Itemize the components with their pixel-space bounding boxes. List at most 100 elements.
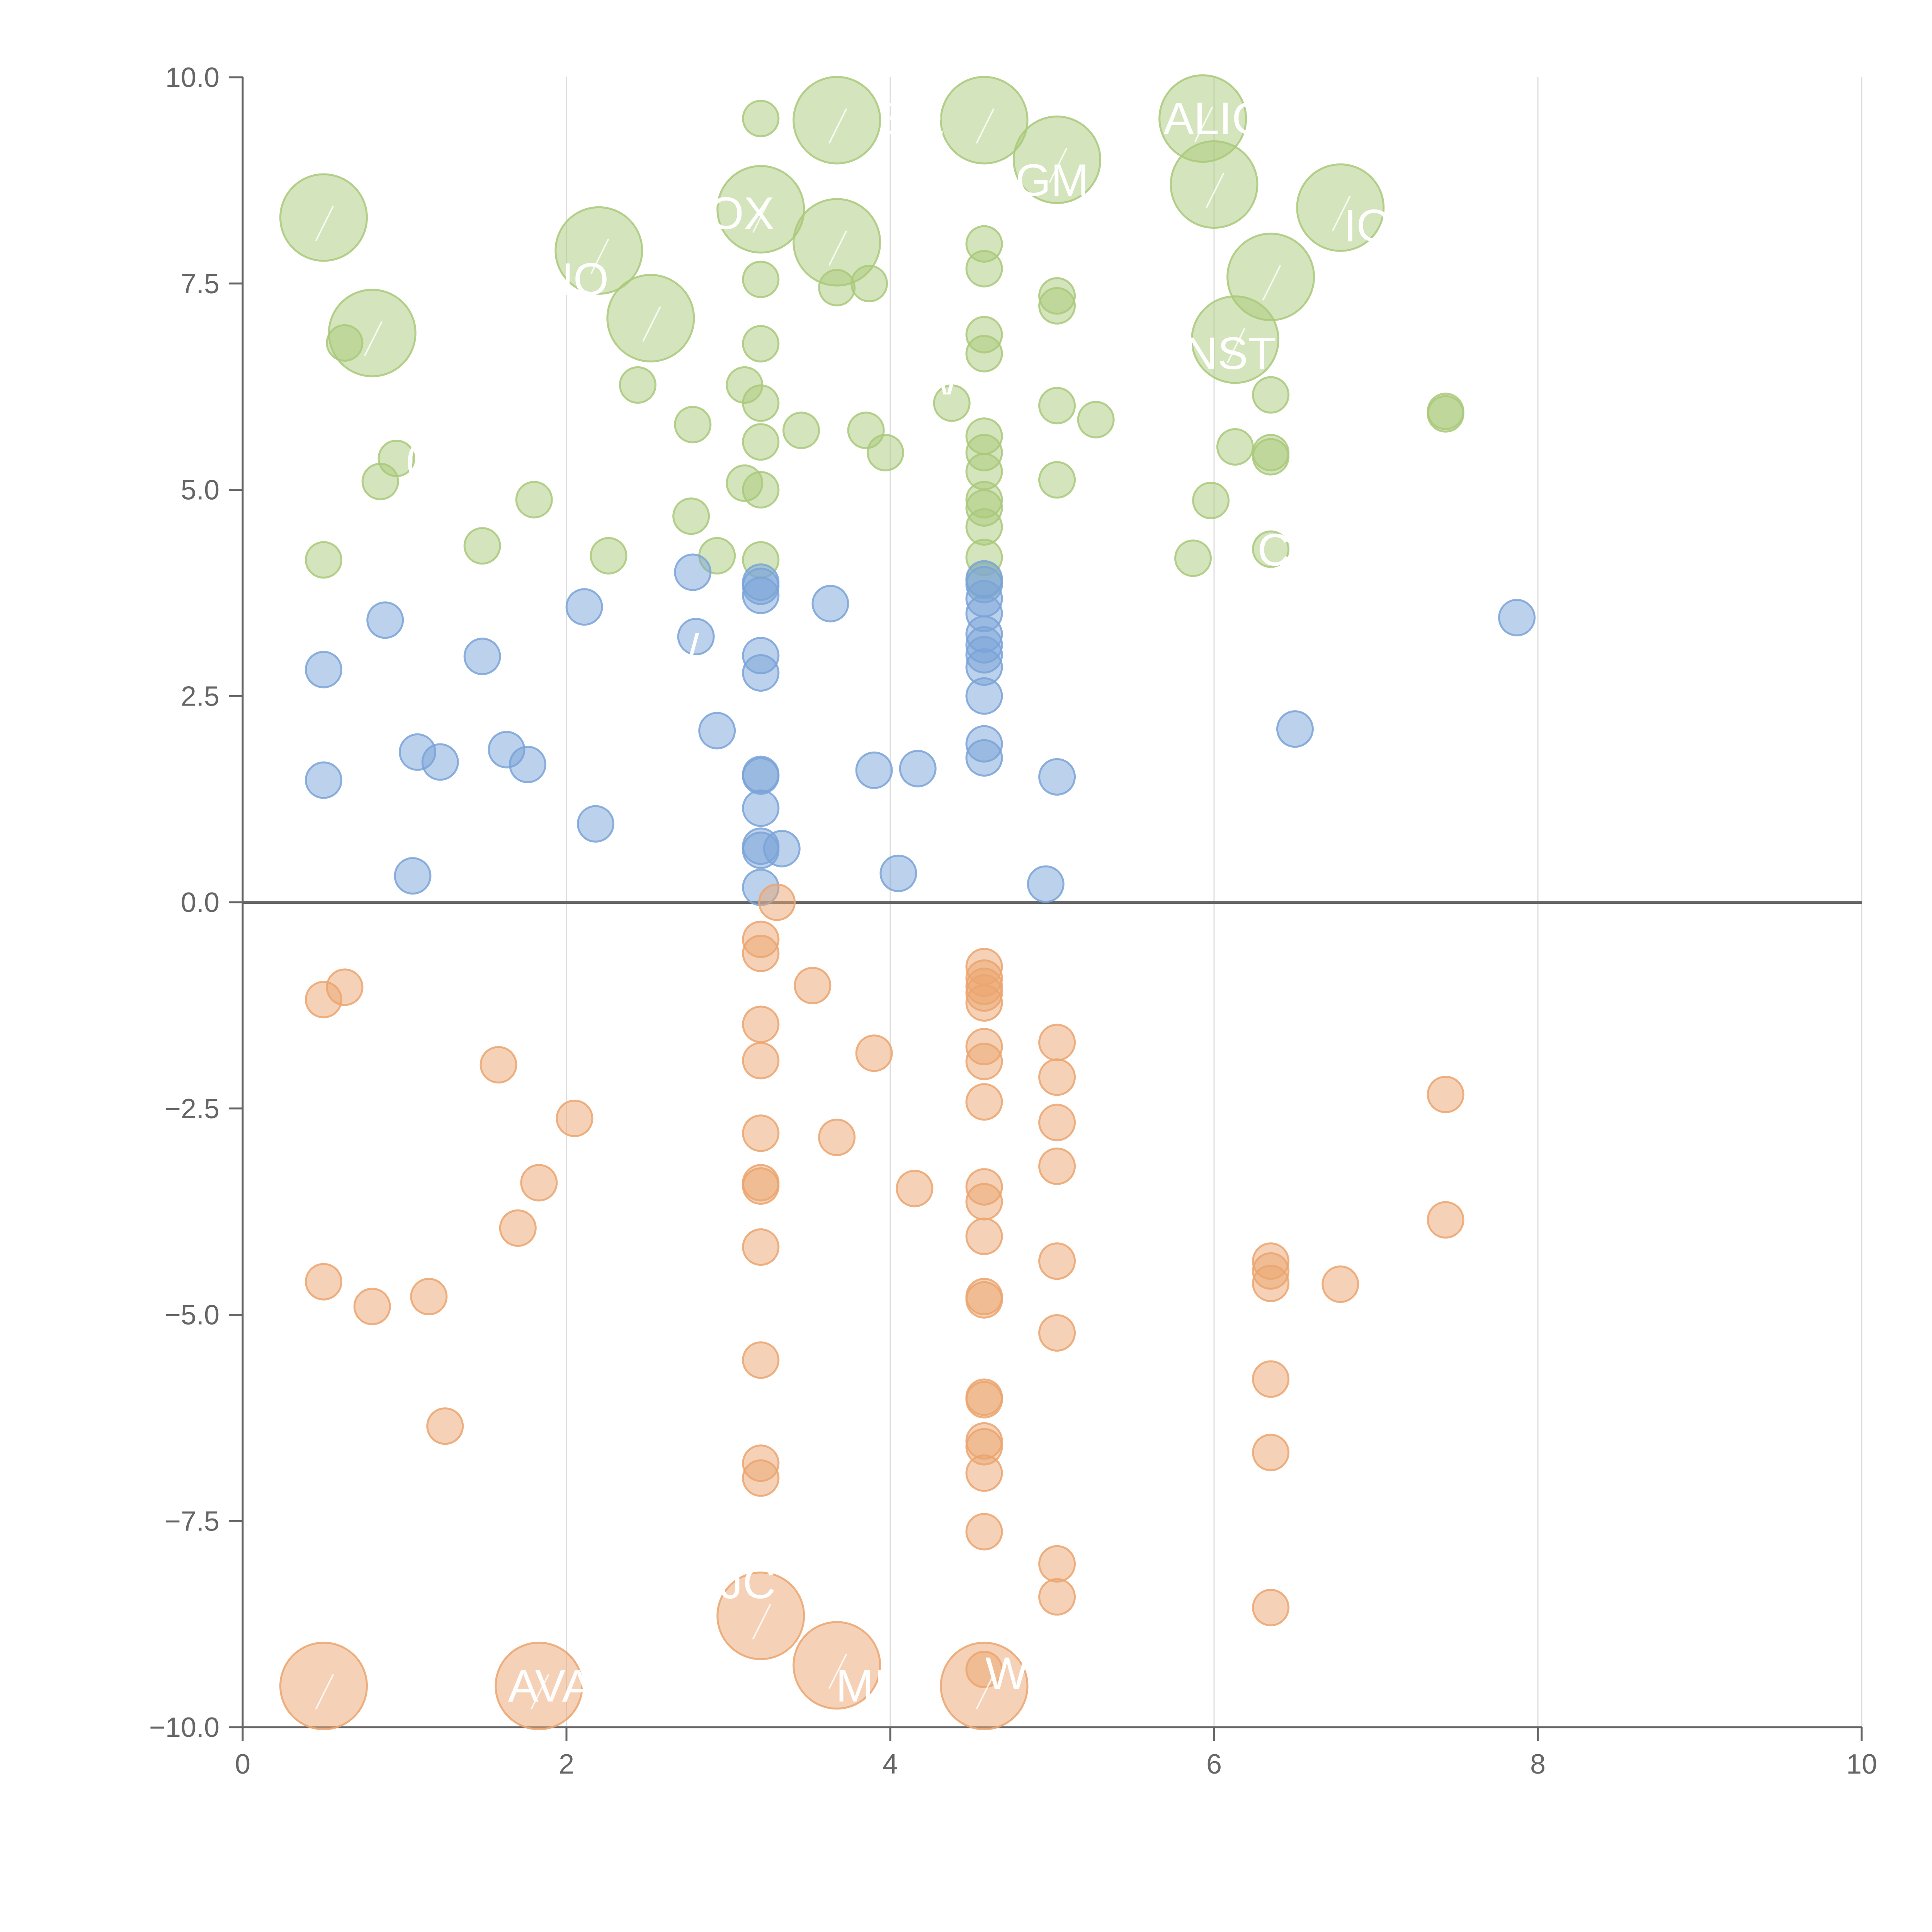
green-point (742, 325, 780, 363)
green-point (1252, 438, 1290, 476)
orange-point (742, 934, 780, 972)
green-point (742, 384, 780, 422)
orange-point (480, 1046, 517, 1084)
orange-point (1427, 1201, 1464, 1239)
blue-point (421, 743, 459, 781)
blue-point (742, 654, 780, 692)
orange-point (1038, 1058, 1076, 1096)
label-leader-line (752, 1604, 771, 1639)
orange-point (818, 1118, 856, 1156)
blue-point (305, 761, 342, 799)
label-leader-line (1206, 172, 1225, 208)
x-tick-label: 8 (1530, 1749, 1546, 1780)
orange-point (1427, 1075, 1464, 1113)
blue-point (899, 750, 937, 787)
point-label: IO (1344, 200, 1392, 251)
x-tick-label: 0 (235, 1749, 250, 1780)
green-point (742, 423, 780, 461)
blue-point (855, 751, 893, 789)
label-leader-line (828, 108, 847, 144)
orange-point (520, 1164, 558, 1202)
label-leader-line (590, 238, 609, 274)
orange-point (1038, 1104, 1076, 1141)
green-point (782, 412, 820, 449)
point-label: AVA (508, 1660, 593, 1711)
blue-point (1498, 599, 1536, 636)
orange-point (1038, 1578, 1076, 1616)
label-leader-line (315, 1674, 334, 1710)
blue-point (677, 618, 715, 656)
green-point (1252, 376, 1290, 414)
orange-point (965, 1083, 1003, 1121)
orange-point (794, 967, 832, 1005)
axes (229, 76, 1863, 1741)
orange-point (965, 1043, 1003, 1080)
green-point (965, 250, 1003, 287)
blue-point (674, 553, 712, 591)
x-tick-label: 6 (1206, 1749, 1222, 1780)
y-tick-label: 10.0 (165, 62, 219, 93)
green-point (619, 366, 656, 404)
label-leader-line (364, 321, 383, 357)
blue-point (1276, 710, 1314, 748)
x-tick-label: 4 (883, 1749, 898, 1780)
orange-point (793, 1621, 881, 1710)
point-label: C (1257, 524, 1290, 575)
green-point (1013, 116, 1102, 204)
green-point (1170, 140, 1259, 229)
orange-point (1252, 1360, 1290, 1398)
green-point (590, 537, 628, 575)
orange-point (1038, 1242, 1076, 1280)
label-leader-line (828, 230, 847, 266)
blue-point (763, 830, 801, 867)
label-leader-line (642, 306, 661, 342)
green-point (940, 76, 1029, 165)
green-point (1296, 163, 1385, 252)
green-point (463, 527, 501, 565)
orange-point (940, 1641, 1029, 1730)
blue-point (366, 601, 404, 639)
blue-point (577, 805, 614, 843)
blue-point (463, 638, 501, 675)
orange-point (326, 968, 364, 1006)
orange-point (965, 1218, 1003, 1255)
green-point (1192, 481, 1230, 519)
orange-point (965, 1513, 1003, 1551)
point-label: ΞE (884, 93, 944, 144)
green-point (361, 463, 399, 500)
green-point (1038, 387, 1076, 425)
orange-point (1252, 1588, 1290, 1626)
blue-point (879, 854, 917, 892)
green-point (1427, 395, 1464, 433)
label-leader-line (752, 197, 771, 233)
orange-point (742, 1042, 780, 1080)
green-point (1216, 428, 1254, 466)
orange-point (1252, 1434, 1290, 1471)
orange-point (499, 1209, 537, 1247)
orange-point (965, 984, 1003, 1022)
green-point (1077, 401, 1115, 439)
orange-point (742, 1005, 780, 1043)
green-point (742, 260, 780, 298)
green-point (1038, 461, 1076, 499)
green-point (716, 165, 805, 254)
label-leader-line (315, 206, 334, 241)
label-leader-line (976, 1674, 995, 1710)
point-label: \/ (934, 353, 960, 404)
data-points (279, 74, 1536, 1730)
orange-point (1038, 1314, 1076, 1352)
orange-point (965, 1454, 1003, 1492)
green-point (606, 274, 695, 362)
y-tick-label: −2.5 (165, 1094, 219, 1124)
point-label: GM (1015, 155, 1089, 206)
orange-point (279, 1641, 368, 1730)
y-tick-label: 0.0 (181, 887, 219, 918)
orange-point (855, 1034, 893, 1072)
orange-point (965, 1281, 1003, 1319)
green-point (279, 173, 368, 262)
y-tick-label: −5.0 (165, 1300, 219, 1331)
point-label: ( (405, 433, 420, 484)
green-point (965, 335, 1003, 372)
green-point (866, 434, 904, 471)
